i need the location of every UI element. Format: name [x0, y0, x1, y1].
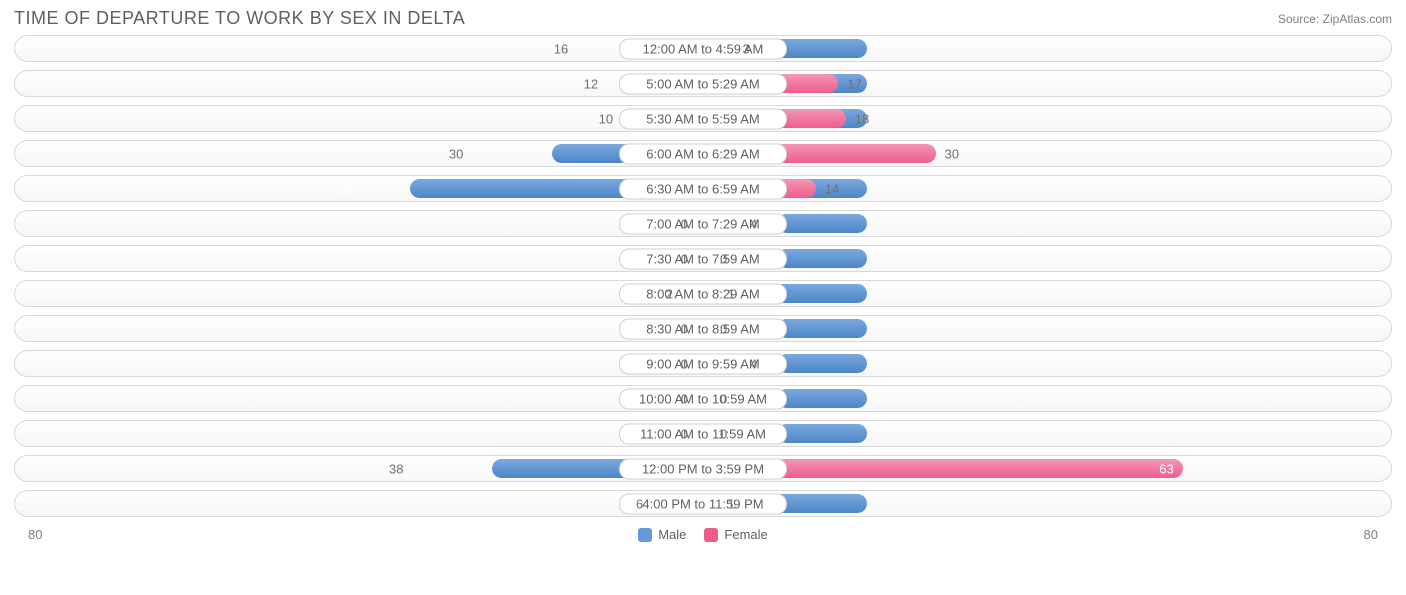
chart-row: 7:00 AM to 7:29 AM0 4 — [14, 210, 1392, 237]
legend-label-female: Female — [724, 527, 767, 542]
value-female: 63 — [1159, 461, 1173, 476]
value-female: 30 — [945, 146, 959, 161]
chart-row: 10:00 AM to 10:59 AM00 — [14, 385, 1392, 412]
value-female: 0 — [720, 391, 727, 406]
value-female: 4 — [750, 356, 757, 371]
row-label: 11:00 AM to 11:59 AM — [619, 423, 787, 444]
row-label: 7:30 AM to 7:59 AM — [619, 248, 787, 269]
chart-row: 12:00 AM to 4:59 AM 16 3 — [14, 35, 1392, 62]
bar-male — [777, 424, 867, 443]
chart-row: 6:30 AM to 6:59 AM 49 14 — [14, 175, 1392, 202]
row-label: 8:00 AM to 8:29 AM — [619, 283, 787, 304]
axis-label-left: 80 — [28, 527, 42, 542]
chart-row: 4:00 PM to 11:59 PM6 1 — [14, 490, 1392, 517]
row-label: 6:30 AM to 6:59 AM — [619, 178, 787, 199]
value-male: 10 — [599, 111, 613, 126]
value-male: 38 — [389, 461, 403, 476]
value-female: 0 — [720, 251, 727, 266]
row-label: 7:00 AM to 7:29 AM — [619, 213, 787, 234]
chart-row: 9:00 AM to 9:59 AM0 4 — [14, 350, 1392, 377]
value-female: 1 — [727, 496, 734, 511]
bar-male — [777, 319, 867, 338]
chart-row: 5:30 AM to 5:59 AM 10 18 — [14, 105, 1392, 132]
legend-label-male: Male — [658, 527, 686, 542]
row-label: 8:30 AM to 8:59 AM — [619, 318, 787, 339]
chart-container: TIME OF DEPARTURE TO WORK BY SEX IN DELT… — [0, 0, 1406, 595]
legend-item-male: Male — [638, 527, 686, 542]
chart-title: TIME OF DEPARTURE TO WORK BY SEX IN DELT… — [14, 8, 465, 29]
row-label: 9:00 AM to 9:59 AM — [619, 353, 787, 374]
value-male: 30 — [449, 146, 463, 161]
chart-row: 12:00 PM to 3:59 PM 38 63 — [14, 455, 1392, 482]
axis-label-right: 80 — [1364, 527, 1378, 542]
row-label: 12:00 PM to 3:59 PM — [619, 458, 787, 479]
value-female: 0 — [720, 426, 727, 441]
legend: Male Female — [638, 527, 768, 542]
value-male: 0 — [681, 216, 688, 231]
chart-row: 6:00 AM to 6:29 AM 30 30 — [14, 140, 1392, 167]
value-female: 18 — [855, 111, 869, 126]
bar-male — [777, 389, 867, 408]
row-label: 5:00 AM to 5:29 AM — [619, 73, 787, 94]
value-male: 12 — [584, 76, 598, 91]
legend-item-female: Female — [704, 527, 767, 542]
chart-row: 8:30 AM to 8:59 AM0 0 — [14, 315, 1392, 342]
value-female: 4 — [750, 216, 757, 231]
value-male: 6 — [636, 496, 643, 511]
value-male: 49 — [339, 181, 353, 196]
chart-rows: 12:00 AM to 4:59 AM1635:00 AM to 5:29 AM… — [0, 35, 1406, 517]
row-label: 5:30 AM to 5:59 AM — [619, 108, 787, 129]
row-label: 6:00 AM to 6:29 AM — [619, 143, 787, 164]
value-male: 0 — [681, 356, 688, 371]
chart-row: 7:30 AM to 7:59 AM0 0 — [14, 245, 1392, 272]
row-label: 4:00 PM to 11:59 PM — [619, 493, 787, 514]
bar-male — [777, 214, 867, 233]
row-label: 10:00 AM to 10:59 AM — [619, 388, 787, 409]
value-male: 0 — [681, 251, 688, 266]
chart-row: 11:00 AM to 11:59 AM00 — [14, 420, 1392, 447]
value-male: 0 — [681, 426, 688, 441]
value-female: 14 — [825, 181, 839, 196]
chart-header: TIME OF DEPARTURE TO WORK BY SEX IN DELT… — [0, 0, 1406, 35]
chart-row: 8:00 AM to 8:29 AM2 1 — [14, 280, 1392, 307]
chart-row: 5:00 AM to 5:29 AM 12 17 — [14, 70, 1392, 97]
value-male: 16 — [554, 41, 568, 56]
legend-swatch-female — [704, 528, 718, 542]
row-label: 12:00 AM to 4:59 AM — [619, 38, 787, 59]
value-male: 0 — [681, 391, 688, 406]
value-female: 1 — [727, 286, 734, 301]
bar-male — [777, 249, 867, 268]
legend-swatch-male — [638, 528, 652, 542]
value-female: 17 — [847, 76, 861, 91]
value-male: 0 — [681, 321, 688, 336]
bar-male — [777, 354, 867, 373]
chart-source: Source: ZipAtlas.com — [1278, 12, 1392, 26]
value-male: 2 — [666, 286, 673, 301]
value-female: 3 — [742, 41, 749, 56]
value-female: 0 — [720, 321, 727, 336]
chart-footer: 80 Male Female 80 — [0, 525, 1406, 542]
